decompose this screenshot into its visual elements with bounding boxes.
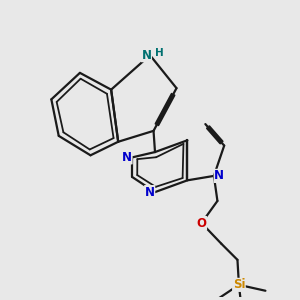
Text: N: N <box>214 169 224 182</box>
Text: N: N <box>145 186 155 199</box>
Text: N: N <box>122 151 132 164</box>
Text: Si: Si <box>233 278 245 291</box>
Text: N: N <box>142 49 152 62</box>
Text: H: H <box>155 48 164 58</box>
Text: O: O <box>196 217 206 230</box>
